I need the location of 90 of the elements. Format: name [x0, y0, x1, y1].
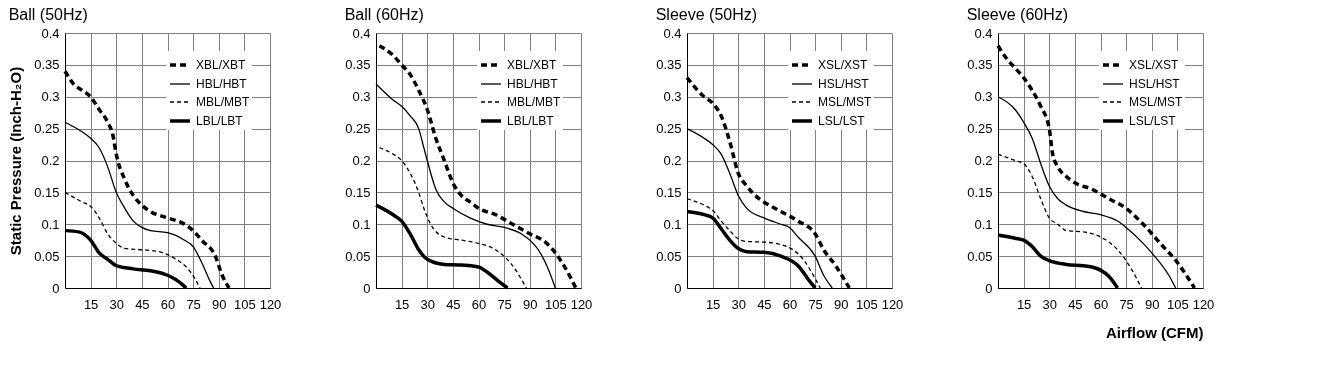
legend-label: LBL/LBT	[507, 114, 555, 128]
chart-title: Ball (60Hz)	[344, 6, 424, 23]
x-tick-label: 30	[420, 296, 435, 312]
x-tick-label: 15	[394, 296, 410, 312]
legend-label: LSL/LST	[1129, 114, 1177, 128]
chart-title: Ball (50Hz)	[8, 6, 88, 23]
x-tick-label: 15	[1016, 296, 1032, 312]
x-tick-label: 45	[135, 296, 150, 312]
x-tick-label: 45	[446, 296, 461, 312]
legend-label: MSL/MST	[1129, 95, 1184, 109]
y-tick-label: 0.15	[967, 184, 993, 200]
y-tick-label: 0.2	[663, 153, 682, 168]
y-tick-label: 0	[985, 280, 993, 296]
y-tick-label: 0.2	[41, 153, 60, 168]
x-tick-label: 75	[186, 296, 201, 312]
x-tick-label: 15	[83, 296, 99, 312]
chart-title: Sleeve (60Hz)	[966, 6, 1069, 23]
x-tick-label: 60	[160, 296, 176, 312]
legend-label: XBL/XBT	[507, 58, 558, 72]
legend-label: HSL/HST	[818, 77, 870, 91]
x-tick-label: 30	[1042, 296, 1057, 312]
y-tick-label: 0.3	[663, 89, 682, 105]
legend-label: HSL/HST	[1129, 77, 1181, 91]
y-tick-label: 0.35	[656, 57, 682, 73]
y-tick-label: 0.35	[345, 57, 371, 73]
legend-label: XSL/XST	[818, 58, 869, 72]
x-tick-label: 30	[731, 296, 746, 312]
x-tick-label: 60	[782, 296, 798, 312]
x-tick-label: 90	[834, 296, 849, 312]
y-tick-label: 0.35	[34, 57, 60, 73]
y-tick-label: 0.25	[34, 121, 60, 137]
legend-label: MSL/MST	[818, 95, 873, 109]
y-tick-label: 0.15	[656, 184, 682, 200]
x-tick-label: 90	[212, 296, 227, 312]
x-tick-label: 60	[471, 296, 487, 312]
y-tick-label: 0.1	[352, 216, 371, 232]
y-tick-label: 0.05	[656, 248, 682, 264]
y-tick-label: 0.3	[974, 89, 993, 105]
x-tick-label: 45	[757, 296, 772, 312]
x-tick-label: 75	[497, 296, 512, 312]
x-tick-label: 105	[545, 296, 567, 312]
y-tick-label: 0	[52, 280, 60, 296]
y-tick-label: 0.05	[967, 248, 993, 264]
x-tick-label: 90	[1145, 296, 1160, 312]
x-tick-label: 120	[881, 296, 904, 312]
y-tick-label: 0.05	[34, 248, 60, 264]
legend-label: LBL/LBT	[196, 114, 244, 128]
x-tick-label: 120	[570, 296, 593, 312]
x-tick-label: 105	[234, 296, 256, 312]
x-tick-label: 60	[1093, 296, 1109, 312]
y-tick-label: 0.15	[345, 184, 371, 200]
y-tick-label: 0.2	[352, 153, 371, 168]
legend-label: XBL/XBT	[196, 58, 247, 72]
x-tick-label: 15	[705, 296, 721, 312]
y-tick-label: 0.4	[663, 25, 682, 41]
x-tick-label: 45	[1068, 296, 1083, 312]
y-tick-label: 0.25	[656, 121, 682, 137]
x-tick-label: 90	[523, 296, 538, 312]
x-tick-label: 105	[1167, 296, 1189, 312]
x-tick-label: 75	[808, 296, 823, 312]
y-tick-label: 0.3	[352, 89, 371, 105]
y-tick-label: 0.15	[34, 184, 60, 200]
y-tick-label: 0.1	[663, 216, 682, 232]
y-tick-label: 0.4	[974, 25, 993, 41]
y-tick-label: 0.25	[967, 121, 993, 137]
y-tick-label: 0.4	[41, 25, 60, 41]
y-tick-label: 0.35	[967, 57, 993, 73]
legend-label: HBL/HBT	[507, 77, 559, 91]
legend-label: MBL/MBT	[196, 95, 251, 109]
legend-label: LSL/LST	[818, 114, 866, 128]
legend-label: XSL/XST	[1129, 58, 1180, 72]
x-axis-title: Airflow (CFM)	[1106, 323, 1204, 341]
y-tick-label: 0	[674, 280, 682, 296]
x-tick-label: 75	[1119, 296, 1134, 312]
x-tick-label: 120	[259, 296, 282, 312]
y-tick-label: 0.1	[974, 216, 993, 232]
legend-label: MBL/MBT	[507, 95, 562, 109]
x-tick-label: 105	[856, 296, 878, 312]
x-tick-label: 120	[1192, 296, 1215, 312]
y-axis-title: Static Pressure (Inch-H₂O)	[7, 66, 25, 256]
y-tick-label: 0.2	[974, 153, 993, 168]
chart-title: Sleeve (50Hz)	[655, 6, 758, 23]
y-tick-label: 0.4	[352, 25, 371, 41]
y-tick-label: 0.05	[345, 248, 371, 264]
legend-label: HBL/HBT	[196, 77, 248, 91]
y-tick-label: 0.25	[345, 121, 371, 137]
x-tick-label: 30	[109, 296, 124, 312]
y-tick-label: 0.1	[41, 216, 60, 232]
y-tick-label: 0	[363, 280, 371, 296]
y-tick-label: 0.3	[41, 89, 60, 105]
